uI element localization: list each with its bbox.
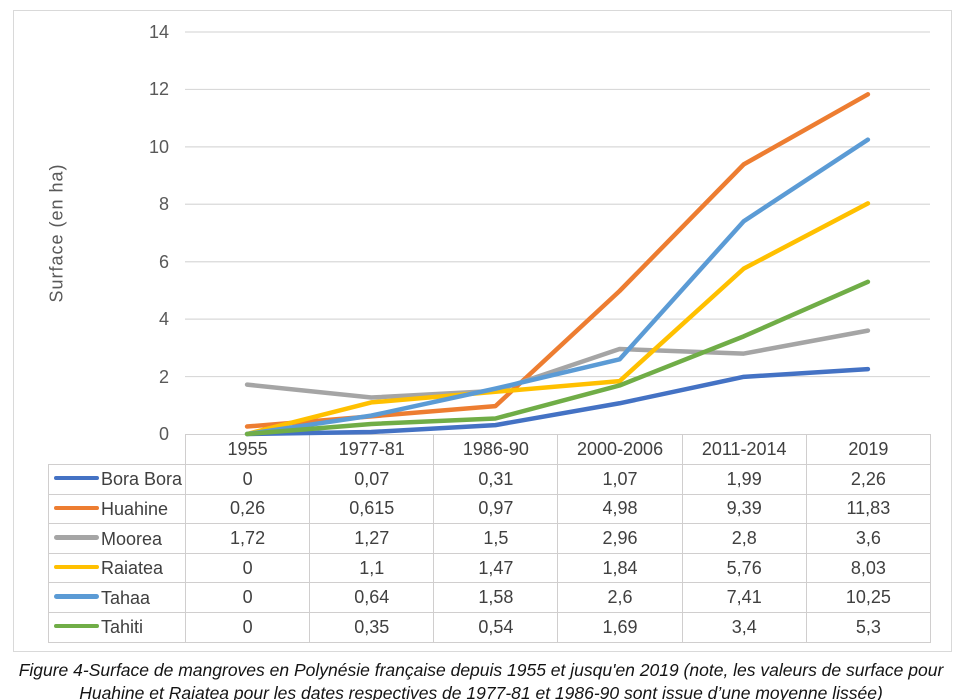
- y-tick-label: 12: [148, 79, 169, 100]
- table-cell: 0,54: [433, 611, 559, 643]
- data-table: 1955 1977-81 1986-90 2000-2006 2011-2014 2019…: [48, 434, 931, 643]
- legend-cell: Tahaa: [48, 582, 186, 613]
- category-header: 1977-81: [309, 434, 435, 465]
- table-cell: 1,58: [433, 582, 559, 613]
- legend-cell: Raiatea: [48, 552, 186, 584]
- table-row-moorea: Moorea 1,72 1,27 1,5 2,96 2,8 3,6: [48, 523, 931, 554]
- table-cell: 5,3: [805, 611, 931, 643]
- caption-line-2: Huahine et Raiatea pour les dates respec…: [79, 682, 883, 700]
- legend-line-swatch-icon: [54, 535, 99, 540]
- table-row-raiatea: Raiatea 0 1,1 1,47 1,84 5,76 8,03: [48, 552, 931, 584]
- legend-cell: Bora Bora: [48, 464, 186, 495]
- legend-line-swatch-icon: [54, 505, 99, 511]
- table-cell: 10,25: [805, 582, 931, 613]
- y-tick-label: 6: [158, 251, 169, 272]
- category-header: 1955: [184, 434, 311, 465]
- table-cell: 9,39: [681, 493, 807, 525]
- caption-line-1: Figure 4-Surface de mangroves en Polynés…: [18, 660, 944, 680]
- table-cell: 1,1: [309, 552, 435, 584]
- table-cell: 0: [184, 464, 311, 495]
- table-cell: 1,07: [557, 464, 683, 495]
- y-axis-title: Surface (en ha): [46, 163, 67, 303]
- table-cell: 11,83: [805, 493, 931, 525]
- y-tick-label: 10: [148, 136, 169, 157]
- table-cell: 0,615: [309, 493, 435, 525]
- y-tick-label: 8: [158, 194, 169, 215]
- table-cell: 2,8: [681, 523, 807, 554]
- table-row-bora-bora: Bora Bora 0 0,07 0,31 1,07 1,99 2,26: [48, 464, 931, 495]
- table-row-huahine: Huahine 0,26 0,615 0,97 4,98 9,39 11,83: [48, 493, 931, 525]
- legend-line-swatch-icon: [54, 594, 99, 599]
- table-cell: 0: [184, 552, 311, 584]
- legend-line-swatch-icon: [54, 475, 99, 481]
- category-header: 2011-2014: [681, 434, 807, 465]
- legend-cell: Huahine: [48, 493, 186, 525]
- series-name: Tahaa: [101, 587, 151, 608]
- series-name: Tahiti: [101, 617, 144, 638]
- table-cell: 1,47: [433, 552, 559, 584]
- table-cell: 1,5: [433, 523, 559, 554]
- table-cell: 2,6: [557, 582, 683, 613]
- table-cell: 3,4: [681, 611, 807, 643]
- legend-cell: Tahiti: [48, 611, 186, 643]
- category-header: 1986-90: [433, 434, 559, 465]
- table-cell: 1,72: [184, 523, 311, 554]
- series-name: Huahine: [101, 498, 169, 519]
- figure-caption: Figure 4-Surface de mangroves en Polynés…: [0, 659, 962, 700]
- table-cell: 0,35: [309, 611, 435, 643]
- category-header: 2019: [805, 434, 931, 465]
- y-tick-label: 14: [148, 22, 169, 42]
- table-cell: 0,97: [433, 493, 559, 525]
- table-cell: 0: [184, 611, 311, 643]
- table-corner-cell: [49, 435, 186, 465]
- table-cell: 1,99: [681, 464, 807, 495]
- series-name: Moorea: [101, 528, 163, 549]
- table-cell: 7,41: [681, 582, 807, 613]
- table-cell: 3,6: [805, 523, 931, 554]
- table-cell: 0,64: [309, 582, 435, 613]
- table-cell: 1,84: [557, 552, 683, 584]
- category-header: 2000-2006: [557, 434, 683, 465]
- table-cell: 0,31: [433, 464, 559, 495]
- table-row-tahiti: Tahiti 0 0,35 0,54 1,69 3,4 5,3: [48, 611, 931, 643]
- table-cell: 1,69: [557, 611, 683, 643]
- series-name: Raiatea: [101, 557, 164, 578]
- legend-line-swatch-icon: [54, 564, 99, 570]
- table-cell: 0,26: [184, 493, 311, 525]
- table-cell: 5,76: [681, 552, 807, 584]
- y-tick-label: 2: [158, 366, 169, 387]
- y-tick-label: 0: [158, 424, 169, 444]
- table-cell: 4,98: [557, 493, 683, 525]
- table-cell: 0,07: [309, 464, 435, 495]
- series-name: Bora Bora: [101, 469, 183, 490]
- table-cell: 1,27: [309, 523, 435, 554]
- y-tick-label: 4: [158, 309, 169, 330]
- legend-cell: Moorea: [48, 523, 186, 554]
- legend-line-swatch-icon: [54, 623, 99, 629]
- table-cell: 2,96: [557, 523, 683, 554]
- table-row-tahaa: Tahaa 0 0,64 1,58 2,6 7,41 10,25: [48, 582, 931, 613]
- table-header-row: 1955 1977-81 1986-90 2000-2006 2011-2014 2019: [49, 434, 931, 465]
- table-cell: 2,26: [805, 464, 931, 495]
- table-cell: 0: [184, 582, 311, 613]
- table-cell: 8,03: [805, 552, 931, 584]
